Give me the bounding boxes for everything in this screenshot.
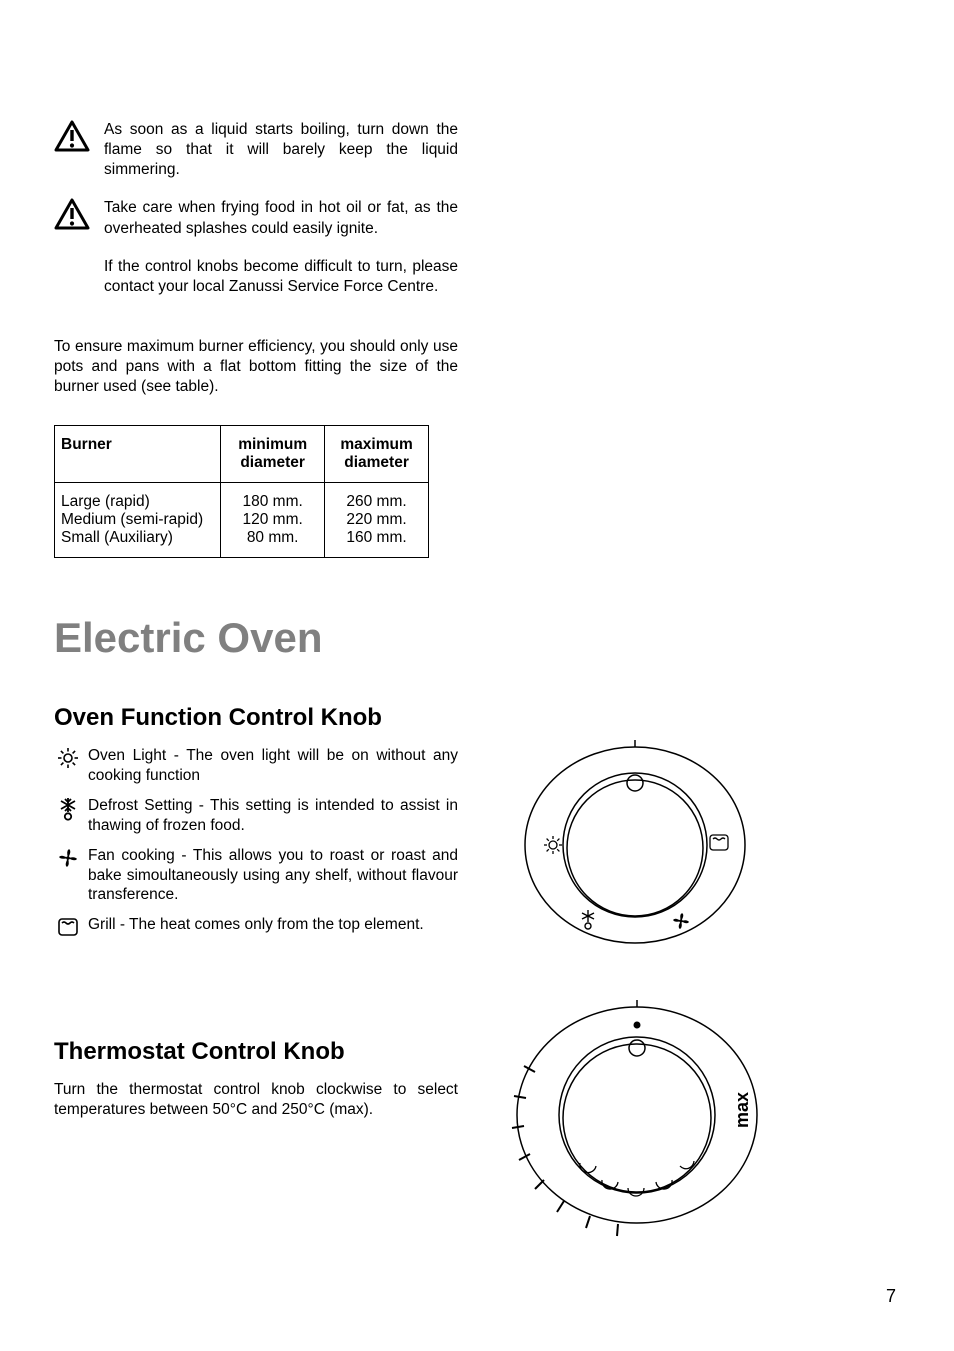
function-text: Fan cooking - This allows you to roast o…	[82, 846, 458, 905]
warning-boiling-text: As soon as a liquid starts boiling, turn…	[104, 120, 458, 180]
efficiency-paragraph: To ensure maximum burner efficiency, you…	[54, 337, 458, 397]
table-cell: 260 mm. 220 mm. 160 mm.	[325, 483, 429, 558]
thermostat-section: Thermostat Control Knob Turn the thermos…	[54, 1038, 458, 1120]
burner-max: 160 mm.	[331, 529, 422, 547]
fan-icon	[54, 846, 82, 869]
burner-name: Large (rapid)	[61, 493, 214, 511]
grill-icon	[54, 915, 82, 938]
max-label: max	[732, 1092, 752, 1128]
warning-frying-text: Take care when frying food in hot oil or…	[104, 198, 458, 238]
function-text: Grill - The heat comes only from the top…	[82, 915, 458, 935]
main-heading: Electric Oven	[54, 614, 896, 662]
snowflake-icon	[54, 796, 82, 821]
function-defrost: Defrost Setting - This setting is intend…	[54, 796, 458, 836]
warning-icon	[54, 120, 94, 157]
function-fan: Fan cooking - This allows you to roast o…	[54, 846, 458, 905]
light-icon	[54, 746, 82, 769]
warning-boiling: As soon as a liquid starts boiling, turn…	[54, 120, 896, 180]
warning-frying: Take care when frying food in hot oil or…	[54, 198, 896, 238]
burner-name: Small (Auxiliary)	[61, 529, 214, 547]
oven-function-dial-illustration	[520, 730, 750, 960]
table-header-burner: Burner	[55, 426, 221, 483]
table-cell: Large (rapid) Medium (semi-rapid) Small …	[55, 483, 221, 558]
table-header-max: maximum diameter	[325, 426, 429, 483]
burner-min: 80 mm.	[227, 529, 318, 547]
oven-function-heading: Oven Function Control Knob	[54, 704, 896, 732]
burner-min: 180 mm.	[227, 493, 318, 511]
page-number: 7	[886, 1286, 896, 1307]
burner-max: 260 mm.	[331, 493, 422, 511]
burner-table: Burner minimum diameter maximum diameter…	[54, 425, 429, 558]
thermostat-dial-illustration: max	[510, 988, 764, 1242]
function-text: Oven Light - The oven light will be on w…	[82, 746, 458, 786]
thermostat-paragraph: Turn the thermostat control knob clockwi…	[54, 1080, 458, 1120]
burner-max: 220 mm.	[331, 511, 422, 529]
table-header-min: minimum diameter	[221, 426, 325, 483]
burner-min: 120 mm.	[227, 511, 318, 529]
table-cell: 180 mm. 120 mm. 80 mm.	[221, 483, 325, 558]
function-text: Defrost Setting - This setting is intend…	[82, 796, 458, 836]
warning-icon	[54, 198, 94, 235]
thermostat-heading: Thermostat Control Knob	[54, 1038, 458, 1066]
function-oven-light: Oven Light - The oven light will be on w…	[54, 746, 458, 786]
burner-name: Medium (semi-rapid)	[61, 511, 214, 529]
function-grill: Grill - The heat comes only from the top…	[54, 915, 458, 938]
knob-stiff-note: If the control knobs become difficult to…	[104, 257, 458, 297]
